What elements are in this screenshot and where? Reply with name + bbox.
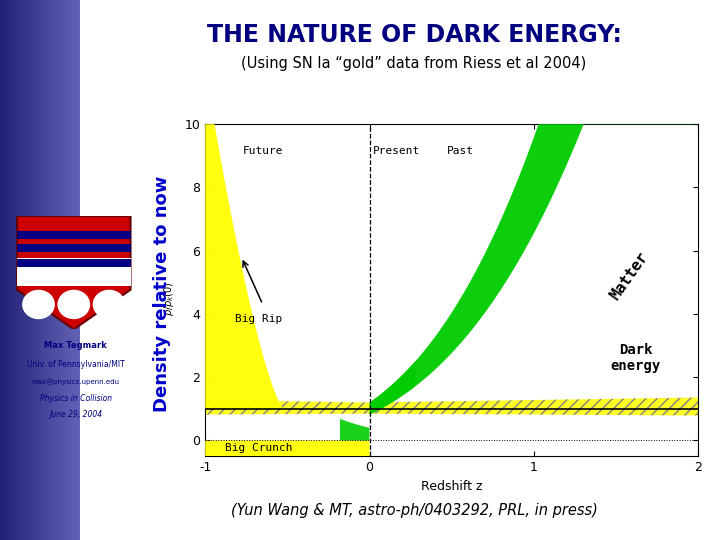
Circle shape (93, 289, 125, 319)
Text: Matter: Matter (608, 249, 651, 303)
Text: June 29, 2004: June 29, 2004 (49, 410, 102, 419)
FancyBboxPatch shape (17, 231, 130, 239)
Text: Present: Present (373, 146, 420, 157)
Text: Max Tegmark: Max Tegmark (44, 341, 107, 350)
Text: THE NATURE OF DARK ENERGY:: THE NATURE OF DARK ENERGY: (207, 23, 621, 47)
Text: Dark
energy: Dark energy (611, 343, 661, 373)
Polygon shape (17, 216, 130, 329)
Text: Physics in Collision: Physics in Collision (40, 394, 112, 403)
Text: max@physics.upenn.edu: max@physics.upenn.edu (32, 379, 120, 386)
Text: Univ. of Pennsylvania/MIT: Univ. of Pennsylvania/MIT (27, 360, 125, 369)
FancyBboxPatch shape (17, 258, 130, 286)
Circle shape (58, 289, 90, 319)
Text: Density relative to now: Density relative to now (153, 176, 171, 413)
Text: $\rho/\rho_k(0)$: $\rho/\rho_k(0)$ (162, 281, 176, 315)
Text: Past: Past (446, 146, 474, 157)
Circle shape (22, 289, 55, 319)
Text: Big Crunch: Big Crunch (225, 443, 292, 454)
Text: Big Rip: Big Rip (235, 314, 282, 323)
FancyBboxPatch shape (17, 259, 130, 267)
Text: Future: Future (243, 146, 283, 157)
Text: (Yun Wang & MT, astro-ph/0403292, PRL, in press): (Yun Wang & MT, astro-ph/0403292, PRL, i… (230, 503, 598, 518)
X-axis label: Redshift z: Redshift z (421, 480, 482, 492)
Text: (Using SN Ia “gold” data from Riess et al 2004): (Using SN Ia “gold” data from Riess et a… (241, 56, 587, 71)
FancyBboxPatch shape (17, 244, 130, 252)
